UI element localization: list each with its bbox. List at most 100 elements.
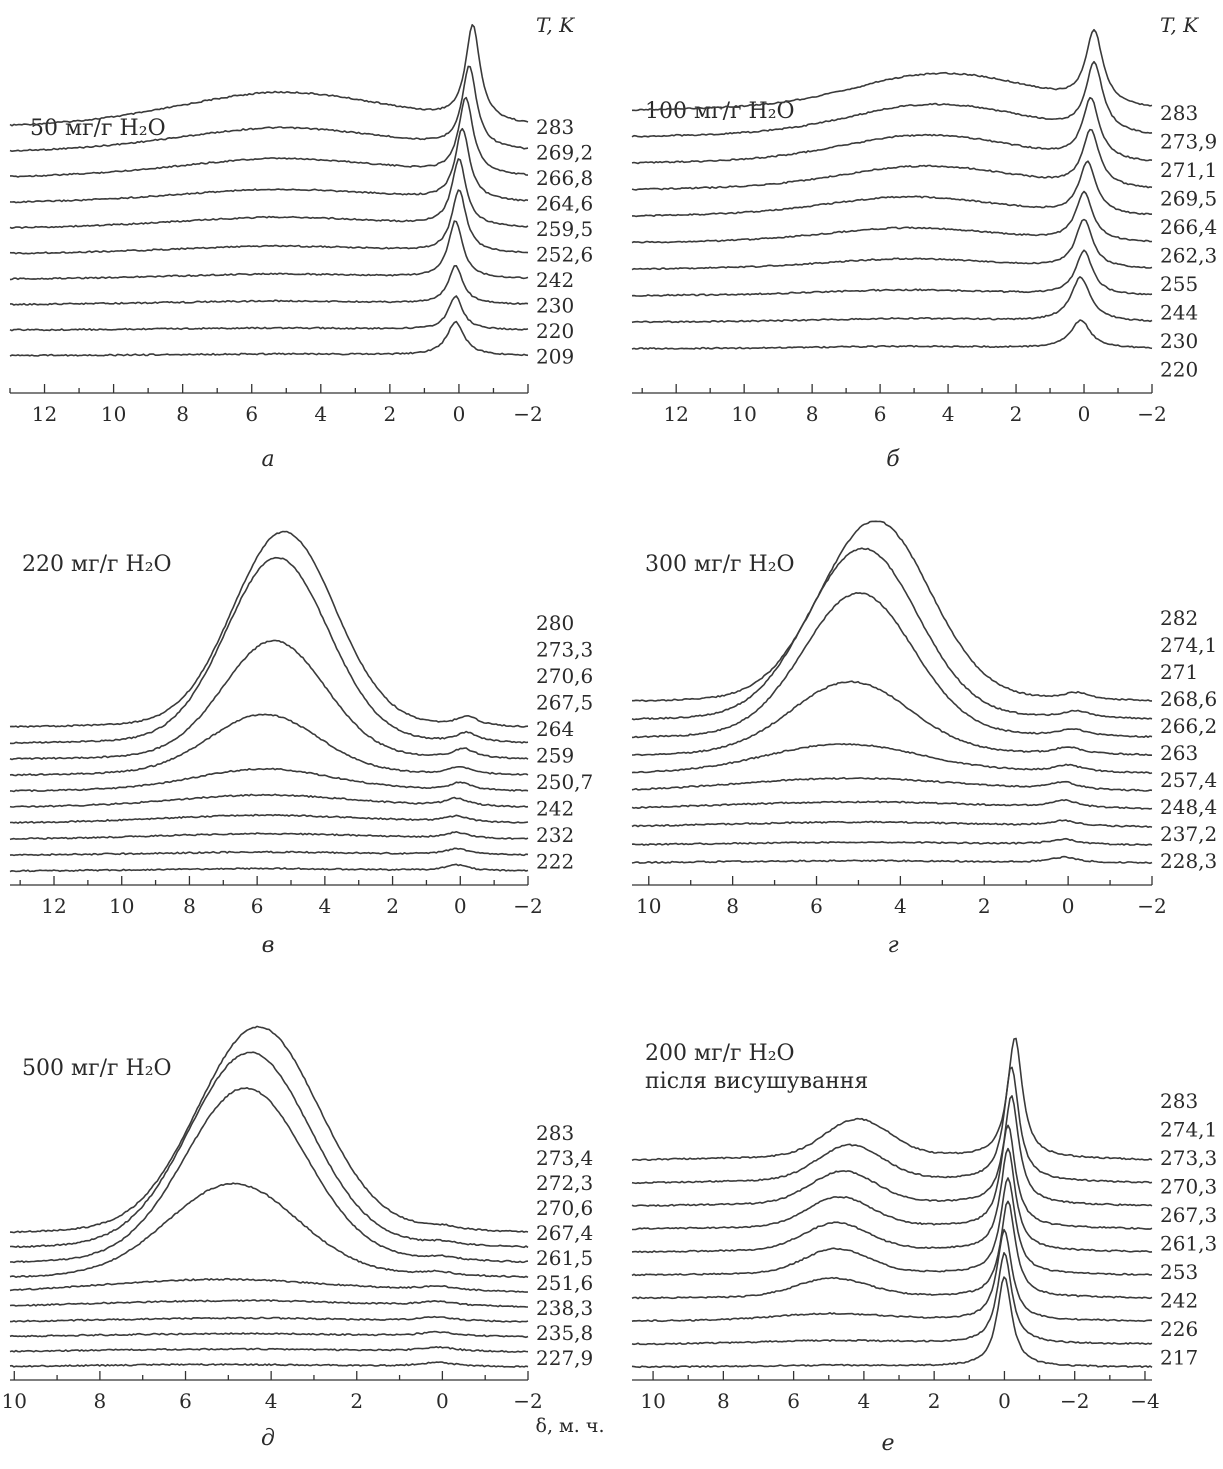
temperature-label: 255 xyxy=(1160,272,1198,296)
x-tick-label: −2 xyxy=(513,894,542,918)
temperature-label: 267,4 xyxy=(536,1221,593,1245)
temperature-label: 273,3 xyxy=(1160,1146,1217,1170)
spectrum-line xyxy=(9,1299,529,1308)
x-tick-label: 6 xyxy=(251,894,264,918)
temperature-label: 242 xyxy=(1160,1289,1198,1313)
temperature-label: 217 xyxy=(1160,1346,1198,1370)
temperature-label: 244 xyxy=(1160,301,1198,325)
temperature-label: 209 xyxy=(536,345,574,369)
spectrum-line xyxy=(631,276,1153,324)
temperature-label: 264 xyxy=(536,717,574,741)
panel-е: 10 8 6 4 2 0 −2 −4 200 мг/г H₂O після висушування… xyxy=(631,1037,1217,1456)
panel-title: 200 мг/г H₂O xyxy=(645,1041,795,1066)
temperature-label: 283 xyxy=(536,1121,574,1145)
temperature-label: 270,6 xyxy=(536,664,593,688)
x-tick-label: 0 xyxy=(1062,894,1075,918)
x-tick-label: 0 xyxy=(453,402,466,426)
panel-letter: д xyxy=(261,1426,275,1451)
x-tick-label: −2 xyxy=(1060,1389,1089,1413)
spectrum-line xyxy=(631,855,1153,865)
spectrum-line xyxy=(631,96,1153,165)
panel-title: 300 мг/г H₂O xyxy=(645,552,795,577)
temperature-label: 259 xyxy=(536,744,574,768)
temperature-label: 271 xyxy=(1160,660,1198,684)
x-tick-label: 0 xyxy=(998,1389,1011,1413)
panel-letter: е xyxy=(881,1431,894,1456)
temperature-label: 259,5 xyxy=(536,217,593,241)
spectrum-line xyxy=(631,218,1153,271)
spectrum-line xyxy=(632,520,1152,703)
spectrum-line xyxy=(631,743,1153,775)
spectrum-line xyxy=(10,96,529,178)
spectrum-line xyxy=(9,767,529,793)
temperature-label: 273,9 xyxy=(1160,130,1217,154)
temperature-label: 250,7 xyxy=(536,770,593,794)
x-tick-label: 10 xyxy=(640,1389,665,1413)
spectrum-line xyxy=(9,639,529,761)
spectrum-line xyxy=(9,189,529,255)
x-tick-label: 8 xyxy=(176,402,189,426)
spectrum-line xyxy=(631,1147,1153,1254)
temperature-label: 235,8 xyxy=(536,1321,593,1345)
x-tick-label: 0 xyxy=(436,1389,449,1413)
spectrum-line xyxy=(9,127,529,204)
temperature-label: 267,5 xyxy=(536,691,593,715)
spectrum-line xyxy=(631,592,1153,739)
temperature-label: 274,1 xyxy=(1160,1118,1217,1142)
spectrum-line xyxy=(9,1330,529,1339)
spectrum-line xyxy=(632,1124,1153,1231)
x-tick-label: 4 xyxy=(942,402,955,426)
x-tick-label: 4 xyxy=(318,894,331,918)
temperature-label: 270,6 xyxy=(536,1196,593,1220)
spectrum-line xyxy=(9,530,529,728)
panel-г: 10 8 6 4 2 0 −2 300 мг/г H₂O г 282 274,1 271 268,6 26… xyxy=(631,520,1217,958)
temperature-label: 271,1 xyxy=(1160,158,1217,182)
spectrum-line xyxy=(632,28,1153,112)
spectrum-line xyxy=(631,60,1153,138)
temperature-label: 283 xyxy=(536,115,574,139)
x-tick-label: −2 xyxy=(1137,402,1166,426)
temperature-label: 230 xyxy=(1160,329,1198,353)
x-tick-label: −2 xyxy=(1137,894,1166,918)
temperature-label: 261,5 xyxy=(536,1246,593,1270)
x-tick-label: 12 xyxy=(663,402,688,426)
x-tick-label: 6 xyxy=(810,894,823,918)
spectrum-line xyxy=(9,1277,529,1293)
temperature-label: 273,3 xyxy=(536,638,593,662)
x-tick-label: 4 xyxy=(314,402,327,426)
temperature-label: 283 xyxy=(1160,1089,1198,1113)
temperature-label: 264,6 xyxy=(536,192,593,216)
spectrum-line xyxy=(631,798,1153,810)
spectrum-line xyxy=(9,1182,529,1279)
spectrum-line xyxy=(9,556,529,745)
spectrum-line xyxy=(631,1228,1153,1323)
panel-а: 12 10 8 6 4 2 0 −2 50 мг/г H₂O T, K а 283269,2266,8… xyxy=(9,13,593,472)
spectrum-line xyxy=(631,547,1153,721)
temperature-label: 220 xyxy=(536,319,574,343)
spectrum-line xyxy=(9,1025,529,1234)
x-tick-label: 10 xyxy=(731,402,756,426)
temperature-label: 269,2 xyxy=(536,141,593,165)
temperature-label: 268,6 xyxy=(1160,687,1217,711)
spectrum-line xyxy=(632,160,1153,218)
x-tick-label: 8 xyxy=(183,894,196,918)
spectrum-line xyxy=(9,831,529,841)
temperature-label: 242 xyxy=(536,797,574,821)
spectrum-line xyxy=(9,295,529,332)
spectrum-line xyxy=(9,1087,529,1264)
x-tick-label: 8 xyxy=(806,402,819,426)
panel-title: 50 мг/г H₂O xyxy=(30,116,166,141)
temperature-label: 252,6 xyxy=(536,243,593,267)
spectrum-line xyxy=(632,680,1153,757)
x-tick-label: 2 xyxy=(350,1389,363,1413)
x-tick-label: 6 xyxy=(874,402,887,426)
temperature-label: 266,4 xyxy=(1160,215,1217,239)
spectrum-line xyxy=(631,249,1153,297)
spectrum-line xyxy=(631,1095,1153,1207)
temperature-label: 251,6 xyxy=(536,1271,593,1295)
x-tick-label: 4 xyxy=(894,894,907,918)
temperature-label: 238,3 xyxy=(536,1296,593,1320)
x-tick-label: 0 xyxy=(454,894,467,918)
